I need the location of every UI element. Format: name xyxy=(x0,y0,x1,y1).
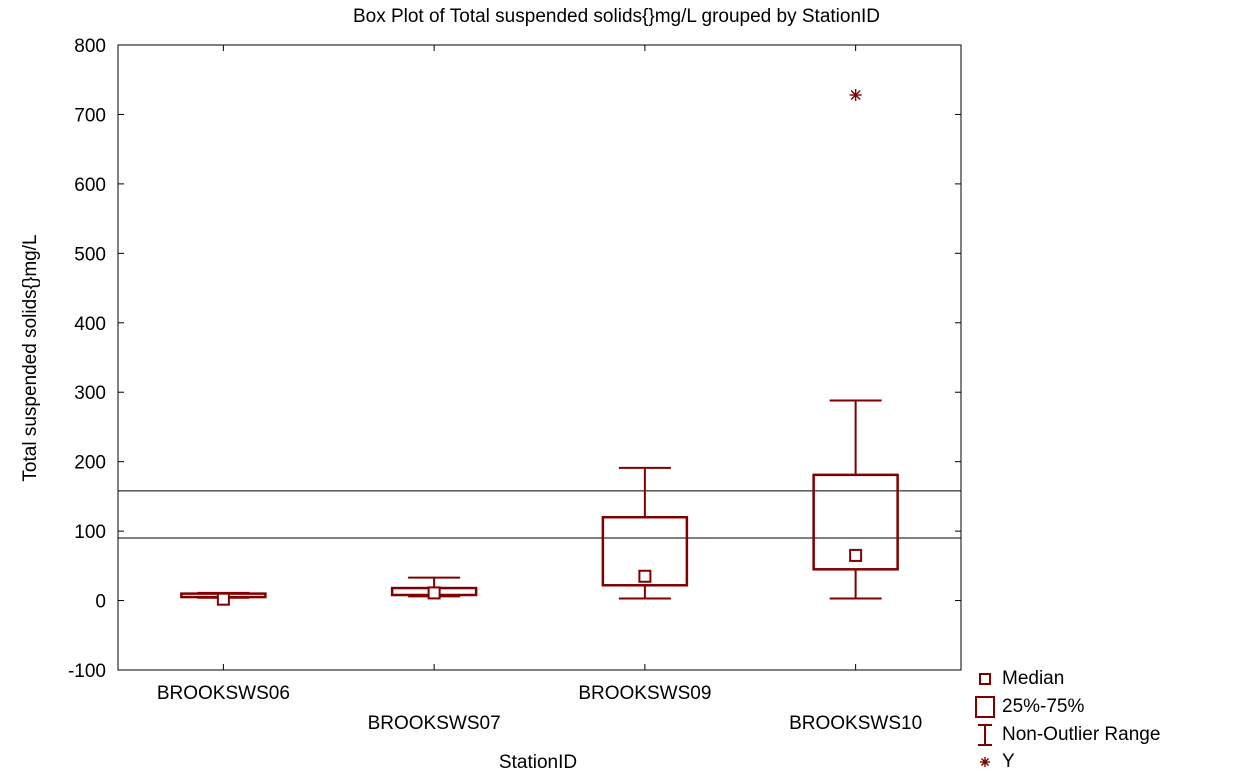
iqr-box xyxy=(812,473,899,571)
legend-item-iqr: 25%-75% xyxy=(972,695,1232,719)
legend-label-outlier: Y xyxy=(1002,751,1015,772)
whisker-legend-icon xyxy=(978,724,992,746)
plot-frame xyxy=(117,44,962,671)
median-marker xyxy=(638,569,652,583)
median-legend-icon xyxy=(979,673,991,685)
chart-title: Box Plot of Total suspended solids{}mg/L… xyxy=(352,6,881,27)
x-tick-label: BROOKSWS06 xyxy=(157,683,290,704)
x-tick-label: BROOKSWS10 xyxy=(789,713,922,734)
median-marker xyxy=(849,548,863,562)
median-marker xyxy=(216,592,230,606)
y-tick-label: -100 xyxy=(68,661,106,682)
legend-item-median: Median xyxy=(972,667,1232,691)
x-tick-label: BROOKSWS09 xyxy=(578,683,711,704)
x-tick-label: BROOKSWS07 xyxy=(368,713,501,734)
legend-label-range: Non-Outlier Range xyxy=(1002,724,1161,745)
y-tick-label: 200 xyxy=(74,453,106,474)
x-axis-label: StationID xyxy=(498,752,578,773)
asterisk-legend-icon xyxy=(980,757,990,767)
iqr-box xyxy=(601,515,689,587)
y-tick-label: 0 xyxy=(95,592,106,613)
legend-label-median: Median xyxy=(1002,668,1065,689)
median-marker xyxy=(427,586,441,600)
y-tick-label: 400 xyxy=(74,314,106,335)
box-legend-icon xyxy=(975,696,995,718)
y-tick-label: 800 xyxy=(74,36,106,57)
y-tick-label: 300 xyxy=(74,383,106,404)
y-tick-label: 700 xyxy=(74,105,106,126)
y-tick-label: 100 xyxy=(74,522,106,543)
y-tick-label: 500 xyxy=(74,244,106,265)
legend-label-iqr: 25%-75% xyxy=(1002,696,1085,717)
legend-item-outlier: Y xyxy=(972,750,1232,774)
y-tick-label: 600 xyxy=(74,175,106,196)
outlier-marker xyxy=(849,89,862,101)
legend-item-range: Non-Outlier Range xyxy=(972,723,1232,747)
